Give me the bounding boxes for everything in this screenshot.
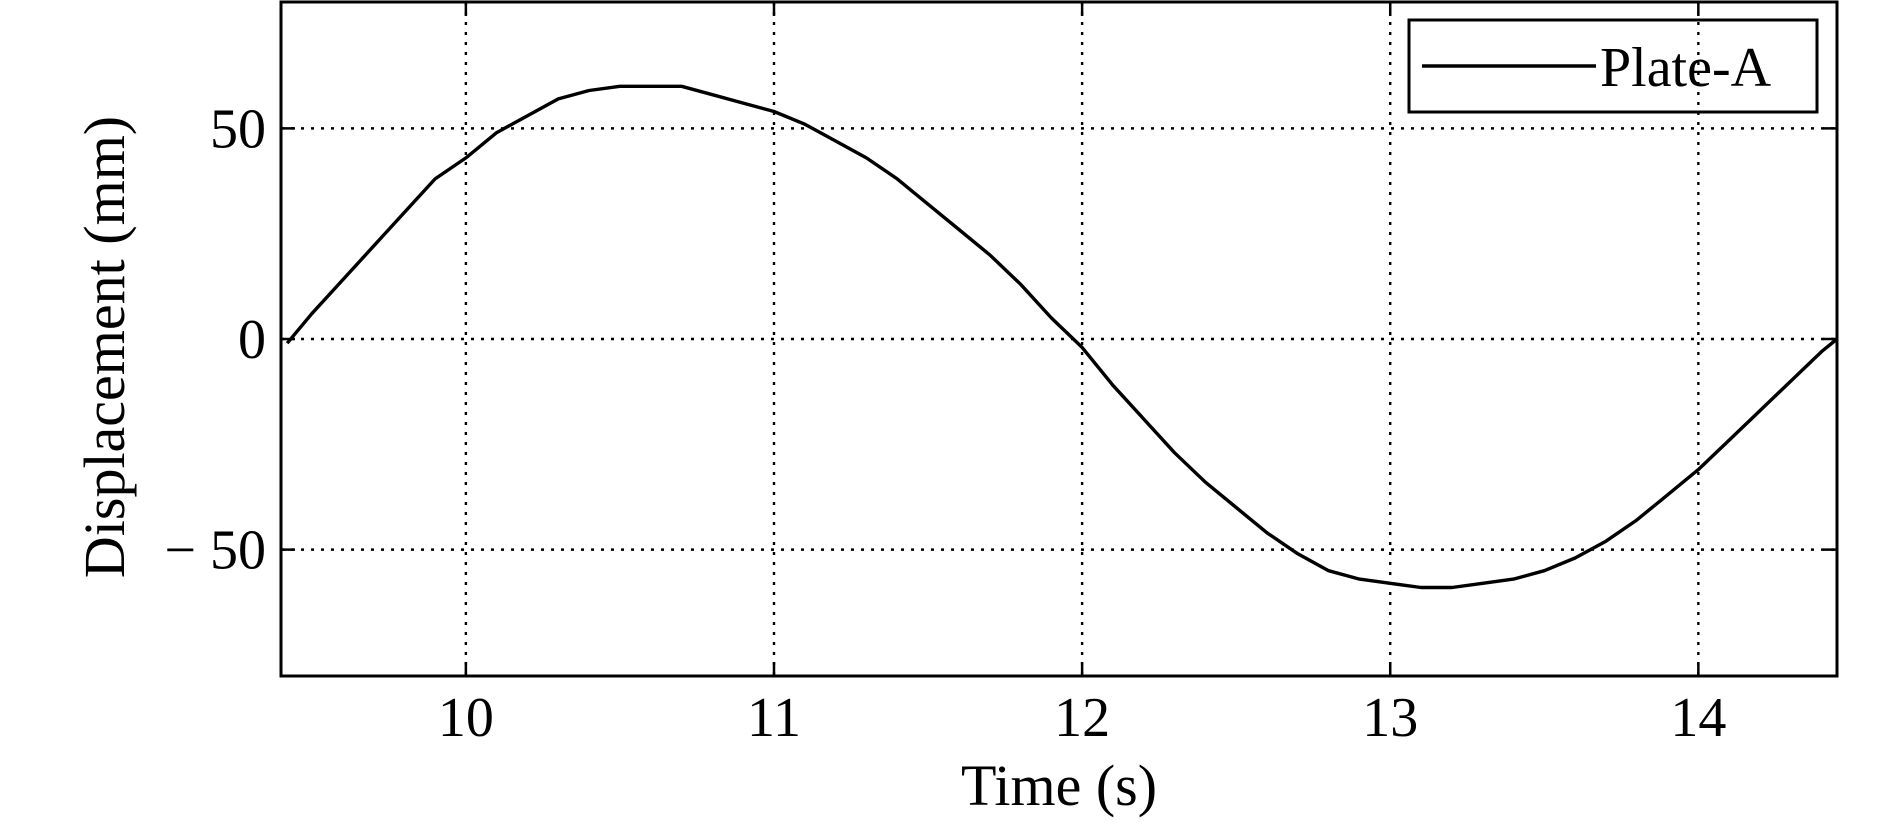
y-tick-label-1: 0 <box>238 309 266 371</box>
x-axis-title: Time (s) <box>961 753 1157 818</box>
y-tick-label-2: − 50 <box>164 520 266 582</box>
legend-box <box>1407 18 1819 114</box>
plot-frame <box>279 0 1839 678</box>
series <box>285 84 1839 590</box>
series-line-plate-a <box>285 84 1839 590</box>
grid <box>281 2 1837 676</box>
y-tick-label-0: 50 <box>210 98 266 160</box>
y-axis-title: Displacement (mm) <box>72 116 137 578</box>
x-tick-label-4: 14 <box>1670 687 1726 749</box>
x-tick-label-1: 11 <box>747 687 801 749</box>
tick-labels: 10 11 12 13 14 50 0 − 50 <box>164 98 1726 749</box>
x-tick-label-0: 10 <box>438 687 494 749</box>
x-tick-label-3: 13 <box>1362 687 1418 749</box>
legend: Plate-A <box>1407 18 1819 114</box>
x-tick-label-2: 12 <box>1054 687 1110 749</box>
legend-label-plate-a: Plate-A <box>1600 37 1772 99</box>
